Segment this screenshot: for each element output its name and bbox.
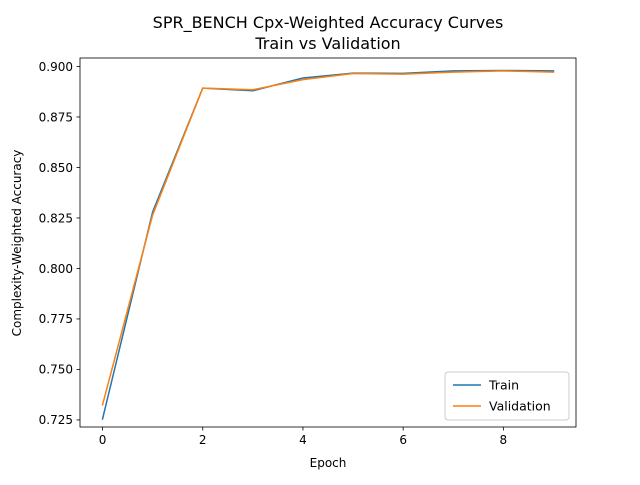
chart-subtitle: Train vs Validation [254,34,400,53]
y-tick-label: 0.900 [39,60,73,74]
x-tick-label: 2 [199,433,207,447]
axes-frame [79,57,577,428]
x-tick-label: 6 [399,433,407,447]
x-axis-ticks: 0 2 4 6 8 [99,427,507,447]
legend-label: Validation [489,399,551,414]
y-tick-label: 0.750 [39,363,73,377]
y-axis-ticks: 0.725 0.750 0.775 0.800 0.825 0.850 0.875 0.900 [39,60,80,427]
y-tick-label: 0.800 [39,262,73,276]
x-tick-label: 8 [500,433,508,447]
y-tick-label: 0.850 [39,161,73,175]
y-tick-label: 0.875 [39,110,73,124]
legend: Train Validation [444,371,570,421]
y-tick-label: 0.775 [39,312,73,326]
x-tick-label: 0 [99,433,107,447]
y-tick-label: 0.825 [39,211,73,225]
y-axis-label: Complexity-Weighted Accuracy [10,150,24,337]
x-axis-label: Epoch [310,456,347,470]
plot-area [79,57,577,428]
legend-box [444,371,570,421]
legend-label: Train [488,378,519,393]
x-tick-label: 4 [299,433,307,447]
series-line-train [101,69,555,420]
series-line-validation [101,70,555,406]
y-tick-label: 0.725 [39,413,73,427]
chart-title: SPR_BENCH Cpx-Weighted Accuracy Curves [153,13,504,33]
